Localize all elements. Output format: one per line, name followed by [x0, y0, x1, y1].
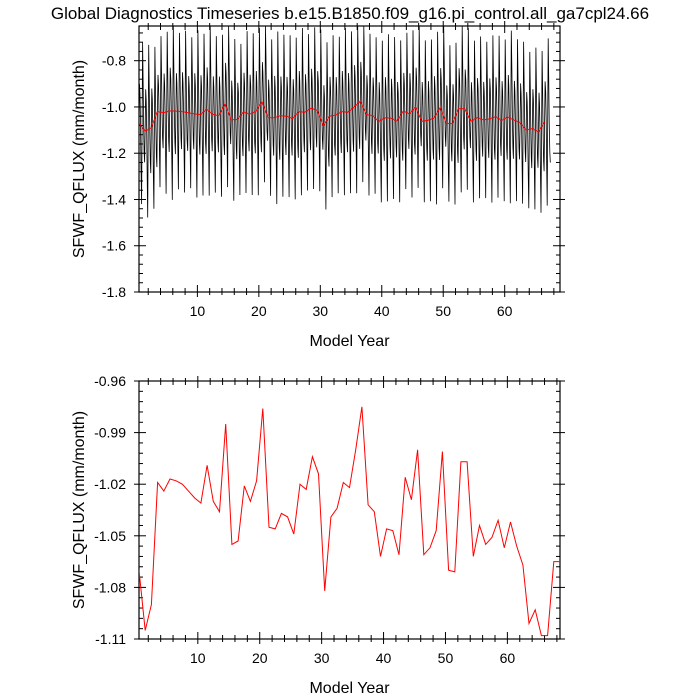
x-tick-label: 50: [438, 650, 454, 666]
y-tick-label: -1.0: [102, 99, 126, 115]
x-tick-label: 40: [374, 303, 390, 319]
x-tick-label: 50: [435, 303, 451, 319]
x-tick-label: 30: [314, 650, 330, 666]
x-tick-label: 30: [313, 303, 329, 319]
plot-frame: [138, 380, 561, 640]
y-tick-label: -1.2: [102, 145, 126, 161]
figure-title: Global Diagnostics Timeseries b.e15.B185…: [50, 4, 650, 23]
x-tick-label: 60: [500, 650, 516, 666]
y-tick-label: -1.8: [102, 284, 126, 300]
series-annual-mean-line: [139, 406, 560, 637]
y-tick-label: -1.6: [102, 238, 126, 254]
y-tick-label: -1.08: [94, 579, 126, 595]
y-tick-label: -0.96: [94, 373, 126, 389]
y-tick-label: -1.11: [95, 631, 126, 647]
x-axis-label: Model Year: [309, 333, 390, 350]
y-axis-label: SFWF_QFLUX (mm/month): [71, 411, 88, 609]
y-tick-label: -0.8: [102, 53, 126, 69]
y-axis-label: SFWF_QFLUX (mm/month): [71, 60, 88, 258]
y-tick-label: -1.02: [94, 476, 126, 492]
y-tick-label: -0.99: [94, 425, 126, 441]
x-axis-label: Model Year: [309, 680, 390, 697]
x-tick-label: 60: [497, 303, 513, 319]
x-tick-label: 40: [376, 650, 392, 666]
bottom-panel: 10 20 30 40 50 60 -1.11 -1.08 -1.05 -1.02 -0.99 -0.…: [71, 373, 565, 697]
x-tick-label: 20: [251, 303, 267, 319]
top-panel: 10 20 30 40 50 60 -1.8 -1.6 -1.4 -1.2 -1.0 -0.8 Mode…: [71, 21, 565, 350]
plot-frame: [138, 25, 561, 293]
y-tick-label: -1.05: [94, 528, 126, 544]
x-tick-label: 10: [190, 303, 206, 319]
y-tick-label: -1.4: [102, 191, 126, 207]
x-tick-label: 10: [190, 650, 206, 666]
series-annual-mean-line: [139, 100, 546, 133]
x-tick-label: 20: [252, 650, 268, 666]
series-monthly-line: [139, 26, 551, 218]
